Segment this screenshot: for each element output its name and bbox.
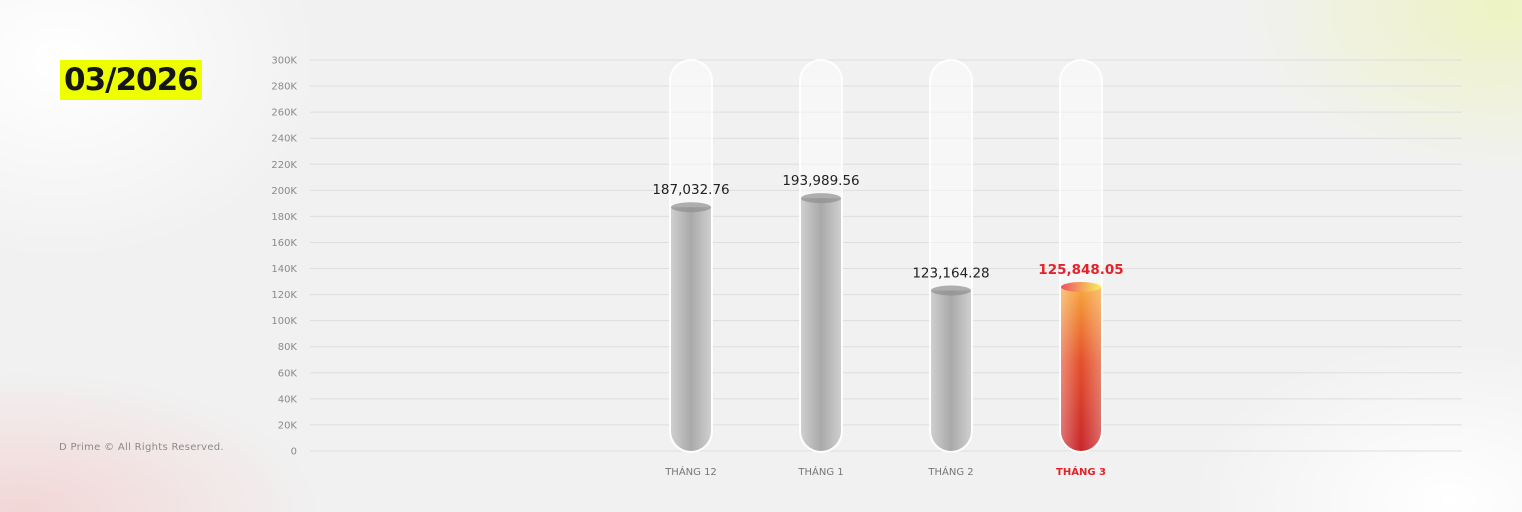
y-tick-label: 0 xyxy=(291,447,297,458)
y-tick-label: 60K xyxy=(278,368,298,379)
data-label: 187,032.76 xyxy=(652,182,729,198)
copyright-footer: D Prime © All Rights Reserved. xyxy=(59,442,224,453)
bar-top xyxy=(671,202,711,213)
y-tick-label: 240K xyxy=(271,134,297,145)
data-label: 123,164.28 xyxy=(912,265,989,281)
x-tick-label: THÁNG 1 xyxy=(797,465,843,478)
bar xyxy=(801,198,841,451)
bar xyxy=(931,290,971,451)
x-tick-label: THÁNG 2 xyxy=(927,465,973,478)
bar-top xyxy=(801,193,841,204)
y-tick-label: 260K xyxy=(271,108,297,119)
y-tick-label: 160K xyxy=(271,238,297,249)
bar xyxy=(671,207,711,451)
bar-top xyxy=(1061,281,1101,292)
y-tick-label: 80K xyxy=(278,342,298,353)
y-tick-label: 200K xyxy=(271,186,297,197)
y-tick-label: 40K xyxy=(278,394,298,405)
y-tick-label: 140K xyxy=(271,264,297,275)
data-label: 193,989.56 xyxy=(782,173,859,189)
data-label: 125,848.05 xyxy=(1038,262,1123,278)
y-tick-label: 300K xyxy=(271,56,297,67)
bar-top xyxy=(931,285,971,296)
y-tick-label: 100K xyxy=(271,316,297,327)
x-tick-label: THÁNG 3 xyxy=(1056,465,1106,478)
y-tick-label: 20K xyxy=(278,420,298,431)
y-tick-label: 220K xyxy=(271,160,297,171)
x-tick-label: THÁNG 12 xyxy=(664,465,717,478)
y-tick-label: 180K xyxy=(271,212,297,223)
y-tick-label: 280K xyxy=(271,82,297,93)
period-label: 03/2026 xyxy=(60,60,202,100)
bar-sheen xyxy=(1061,286,1101,451)
y-tick-label: 120K xyxy=(271,290,297,301)
